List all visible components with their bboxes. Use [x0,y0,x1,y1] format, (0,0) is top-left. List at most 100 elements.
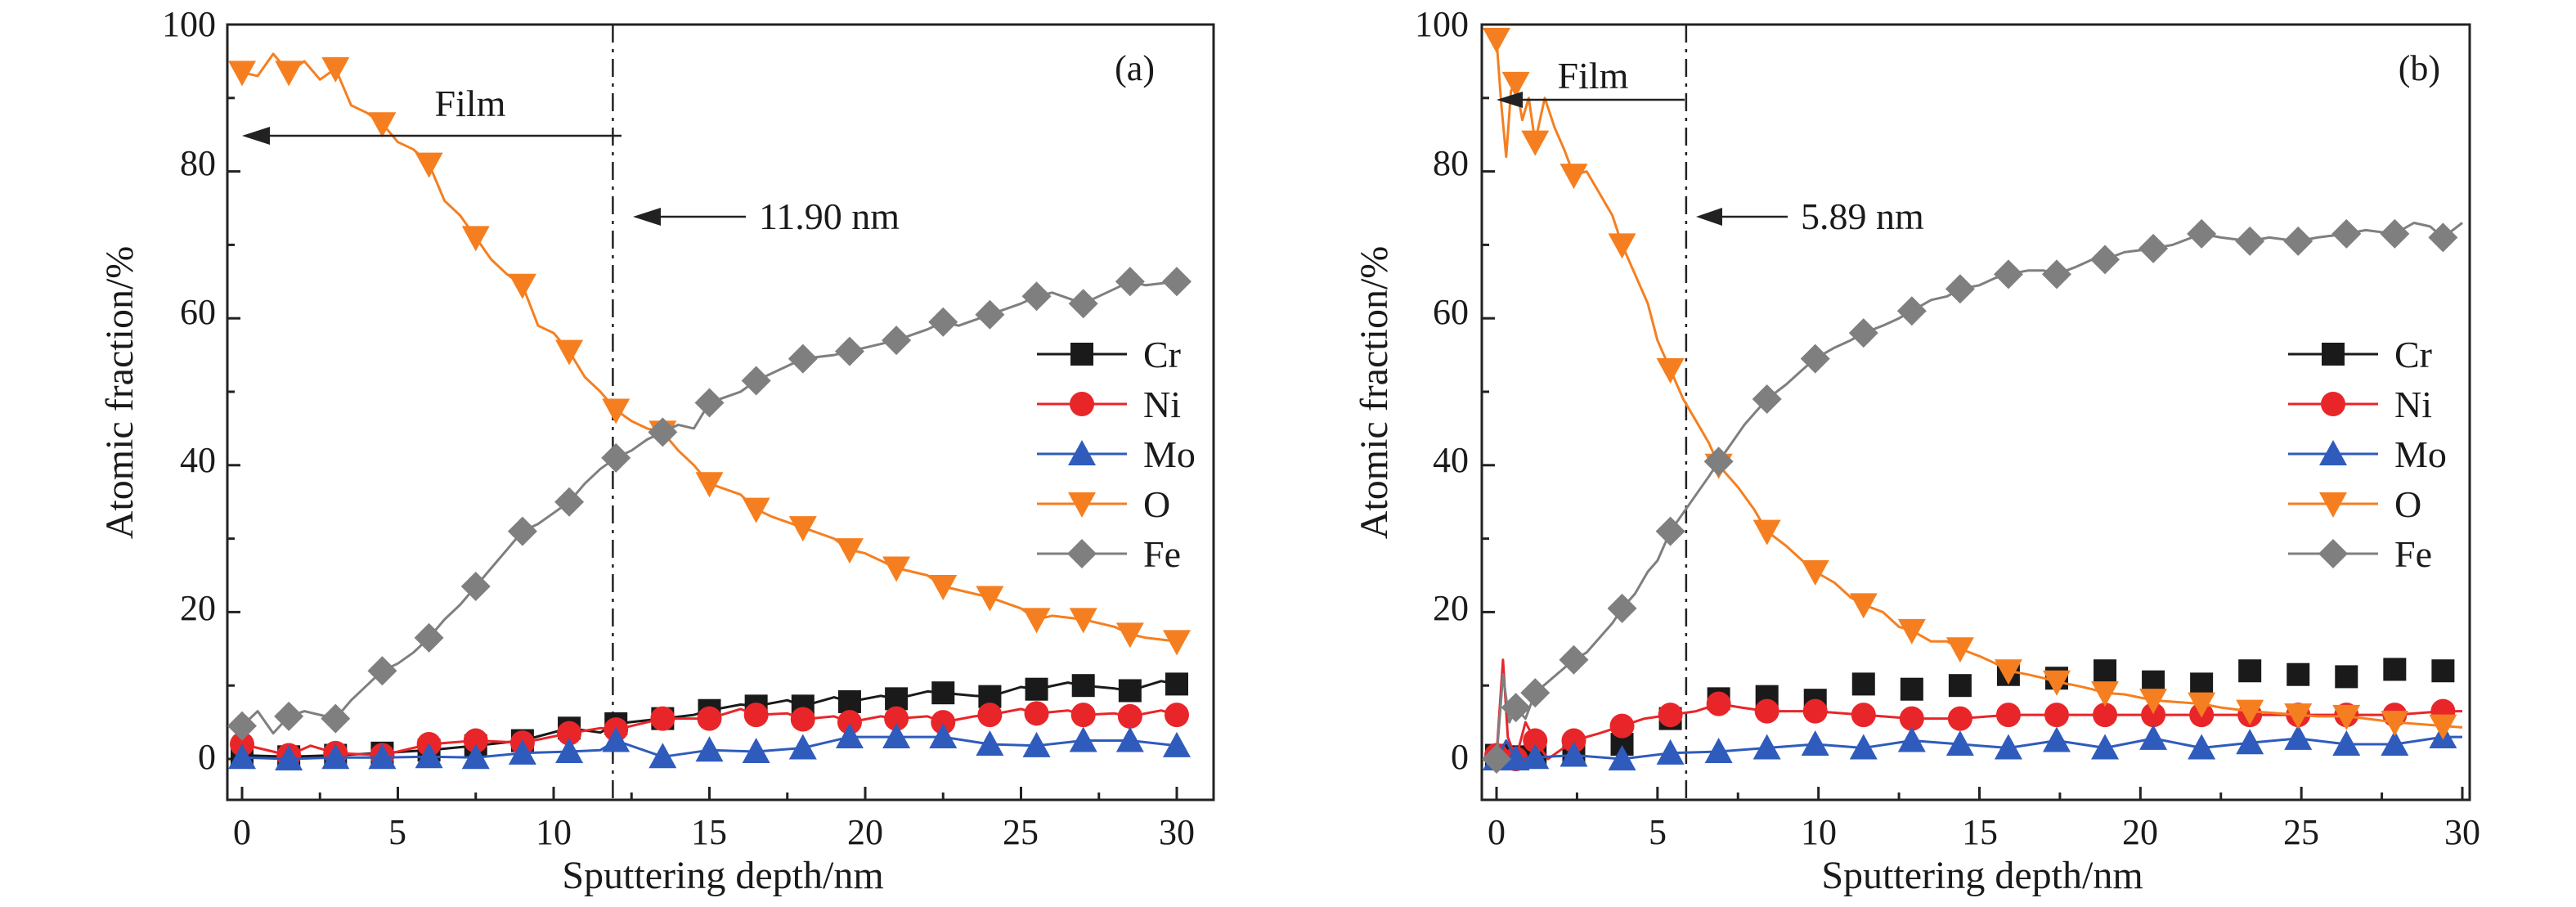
panel-b-series-o-point [1994,659,2022,685]
panel-b-ytick-80: 80 [1433,143,1469,183]
panel-a-series-ni-point [931,710,956,735]
panel-a-series-mo-point [415,743,443,769]
panel-b-series-o-point [1560,164,1588,190]
panel-b-series-o-point [2091,681,2120,707]
panel-b-series-fe-point [1482,744,1511,774]
panel-a-boundary-arrowhead [633,208,661,226]
panel-b-series-mo-point [2332,730,2361,757]
panel-a-series-o-point [1115,622,1144,649]
panel-b-ytick-100: 100 [1415,4,1469,44]
panel-b-series-o-point [1897,618,1926,644]
panel-b-boundary-arrowhead [1696,208,1722,226]
panel-b-series-fe-point [2380,218,2410,249]
panel-b-series-o-point [2042,670,2071,696]
panel-a-series-mo-point [695,736,724,762]
panel-a-series-mo-point [461,743,490,770]
panel-a-series-mo-point [788,734,817,760]
panel-b-series-mo-point [1994,734,2022,760]
panel-a-series-o-line [241,52,1178,643]
panel-a-legend-cr-label: Cr [1143,334,1181,375]
panel-a-series-mo-point [228,743,256,770]
panel-a-series-o-point [321,56,350,83]
panel-b: Atomic fraction/% Sputtering depth/nm 0 … [1353,4,2480,897]
panel-a-series-ni-point [1024,701,1049,726]
panel-b-legend-o-label: O [2394,483,2421,525]
panel-a-series-fe-point [460,571,491,601]
panel-b-series-mo-point [2236,729,2264,755]
panel-b-xlabel: Sputtering depth/nm [1821,854,2143,897]
panel-a-series-fe-point [274,701,304,731]
panel-b-series-o-point [1608,233,1636,259]
panel-a-legend-ni-label: Ni [1143,384,1181,425]
panel-b-series-mo-point [1608,745,1636,770]
panel-a-series-mo-point [555,738,584,764]
panel-b-series-o-point [1752,519,1781,546]
panel-b-series-ni-point [2093,703,2118,728]
panel-b-series-o-point [1501,71,1530,97]
panel-a-series-fe-point [928,307,958,337]
panel-b-series-o-point [2139,689,2168,715]
panel-a-series-fe-point [788,343,818,374]
panel-b-legend-mo-marker [2319,440,2347,465]
panel-b-series-fe-point [2090,245,2120,275]
panel-b-legend-fe-marker [2318,539,2348,568]
panel-a-series-ni-point [790,707,815,732]
panel-b-series-cr-point [1948,674,1972,698]
panel-b-series-fe-point [2428,222,2458,253]
panel-a-series-mo-point [321,743,350,770]
panel-a-plot-area [226,23,1215,801]
panel-a-series-o-point [1163,630,1191,656]
panel-a-series-o-point [461,226,490,252]
panel-b-series-ni-point [1609,713,1635,739]
panel-a-series-mo-point [929,723,958,749]
panel-a-boundary-label: 11.90 nm [759,195,900,237]
panel-b-series-cr-point [2335,665,2358,689]
panel-b-series-cr-point [2287,662,2310,686]
panel-b-series-mo-point [2284,724,2313,750]
panel-a-series-fe-point [414,622,444,653]
panel-b-series-mo-line [1495,735,2462,761]
panel-b-series-fe-point [1559,644,1589,675]
panel-a-series-ni-point [743,703,769,728]
panel-a-series-fe-point [321,703,351,734]
panel-b-series-fe-line [1495,222,2463,760]
panel-b-series-o-point [1849,593,1878,619]
panel-b-series-fe-point [1501,693,1531,723]
panel-a-xtick-10: 10 [536,812,572,852]
panel-a-series-ni-point [650,706,675,731]
panel-b-series-mo-point [2042,726,2071,752]
panel-a-ytick-80: 80 [180,143,216,183]
panel-b-boundary-label: 5.89 nm [1801,195,1924,237]
panel-b-legend-fe-label: Fe [2394,533,2432,575]
panel-a-legend-mo-label: Mo [1143,433,1196,475]
panel-a-ytick-20: 20 [180,588,216,628]
panel-b-series-o-point [1945,637,1974,663]
panel-a-series-ni-point [463,728,488,753]
panel-b-series-mo-point [2139,724,2168,750]
panel-a-series-fe-point [1021,281,1052,312]
panel-a-xtick-0: 0 [233,812,251,852]
panel-a-xlabel: Sputtering depth/nm [562,854,883,897]
panel-a-series-o-point [929,574,958,600]
panel-a-series-ni-point [697,706,722,731]
panel-b-series-ni-point [1754,698,1779,724]
panel-b-series-fe-point [2138,233,2169,263]
panel-a-series-fe-point [882,326,912,356]
panel-b-series-mo-point [1521,743,1550,770]
panel-b-series-mo-point [2091,734,2120,760]
panel-b-xtick-25: 25 [2283,812,2319,852]
panel-b-series-cr-point [2094,659,2117,683]
panel-b-series-cr-point [1900,677,1923,701]
panel-a-xtick-25: 25 [1003,812,1039,852]
panel-b-series-fe-point [2187,218,2217,249]
panel-a-film-arrowhead [242,127,270,145]
panel-a-series-ni-point [557,721,582,746]
panel-a-series-mo-point [368,743,397,770]
panel-b-series-ni-point [1947,706,1972,731]
panel-b-film-arrowhead [1497,92,1523,108]
panel-b-label: (b) [2399,48,2440,88]
panel-b-series-cr-point [2383,658,2407,681]
panel-b-series-fe-point [1520,678,1551,708]
panel-a-series-mo-point [1115,726,1144,752]
